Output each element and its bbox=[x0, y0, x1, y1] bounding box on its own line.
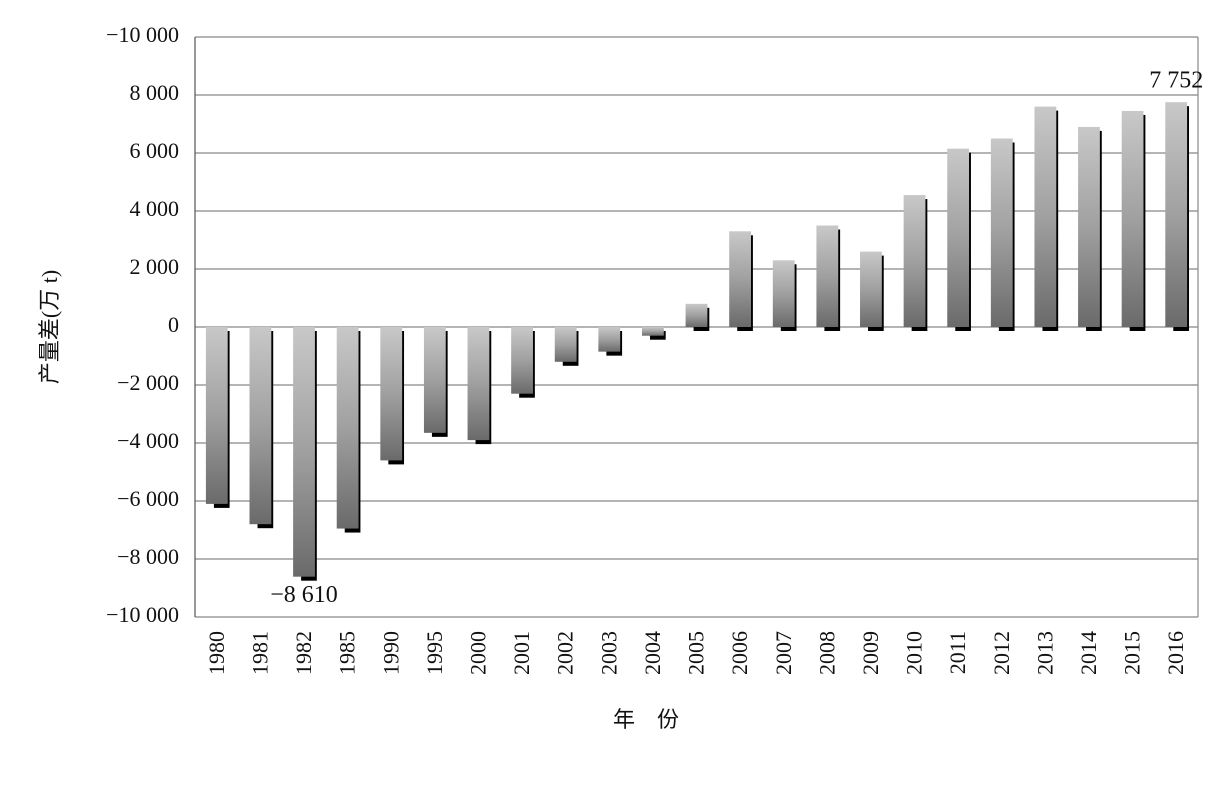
y-tick-label: −4 000 bbox=[117, 428, 179, 453]
x-tick-label: 2003 bbox=[596, 631, 621, 675]
bar bbox=[1165, 102, 1188, 327]
x-tick-label: 1980 bbox=[204, 631, 229, 675]
bar bbox=[380, 327, 403, 461]
y-tick-label: 2 000 bbox=[130, 254, 180, 279]
x-tick-label: 2002 bbox=[553, 631, 578, 675]
bar bbox=[685, 303, 708, 327]
value-label: −8 610 bbox=[270, 582, 338, 608]
value-label: 7 752 bbox=[1149, 68, 1203, 94]
x-tick-label: 2008 bbox=[814, 631, 839, 675]
x-tick-label: 2009 bbox=[858, 631, 883, 675]
bar bbox=[1034, 106, 1057, 327]
bar bbox=[598, 327, 621, 352]
x-axis-label: 年 份 bbox=[613, 707, 679, 732]
x-tick-label: 2004 bbox=[640, 631, 665, 675]
y-tick-label: −6 000 bbox=[117, 486, 179, 511]
bar bbox=[772, 260, 795, 327]
x-tick-label: 1985 bbox=[335, 631, 360, 675]
x-tick-label: 2015 bbox=[1120, 631, 1145, 675]
bar bbox=[467, 327, 490, 441]
y-tick-label: 8 000 bbox=[130, 80, 180, 105]
x-tick-label: 2010 bbox=[902, 631, 927, 675]
y-tick-label: −10 000 bbox=[106, 602, 179, 627]
bar bbox=[860, 251, 882, 327]
bar bbox=[990, 138, 1013, 327]
x-tick-label: 2014 bbox=[1076, 631, 1101, 675]
x-tick-label: 1981 bbox=[247, 631, 272, 675]
bar bbox=[423, 327, 446, 433]
x-tick-label: 1995 bbox=[422, 631, 447, 675]
y-tick-label: 4 000 bbox=[130, 196, 180, 221]
y-tick-label: −2 000 bbox=[117, 370, 179, 395]
bar bbox=[554, 327, 577, 362]
x-tick-label: 2000 bbox=[466, 631, 491, 675]
x-tick-label: 2013 bbox=[1032, 631, 1057, 675]
x-tick-label: 1990 bbox=[378, 631, 403, 675]
y-tick-label: 0 bbox=[168, 312, 179, 337]
y-tick-label: −8 000 bbox=[117, 544, 179, 569]
x-tick-label: 2016 bbox=[1163, 631, 1188, 675]
bar bbox=[293, 327, 315, 577]
x-tick-label: 2011 bbox=[945, 631, 970, 674]
y-tick-label: 6 000 bbox=[130, 138, 180, 163]
x-tick-label: 1982 bbox=[291, 631, 316, 675]
bar bbox=[336, 327, 359, 529]
bar bbox=[511, 327, 533, 394]
x-tick-label: 2012 bbox=[989, 631, 1014, 675]
y-axis-label: 产量差(万 t) bbox=[37, 270, 62, 384]
x-tick-label: 2001 bbox=[509, 631, 534, 675]
bar bbox=[205, 327, 228, 504]
x-tick-label: 2007 bbox=[771, 631, 796, 675]
y-tick-label: −10 000 bbox=[106, 22, 179, 47]
bar bbox=[1121, 110, 1144, 327]
bar bbox=[903, 195, 926, 327]
x-tick-label: 2006 bbox=[727, 631, 752, 675]
bar bbox=[249, 327, 272, 525]
bar bbox=[1078, 126, 1100, 328]
x-tick-label: 2005 bbox=[684, 631, 709, 675]
bar bbox=[947, 148, 970, 327]
bar bbox=[816, 225, 839, 327]
bar bbox=[729, 231, 752, 327]
bar bbox=[641, 327, 664, 336]
